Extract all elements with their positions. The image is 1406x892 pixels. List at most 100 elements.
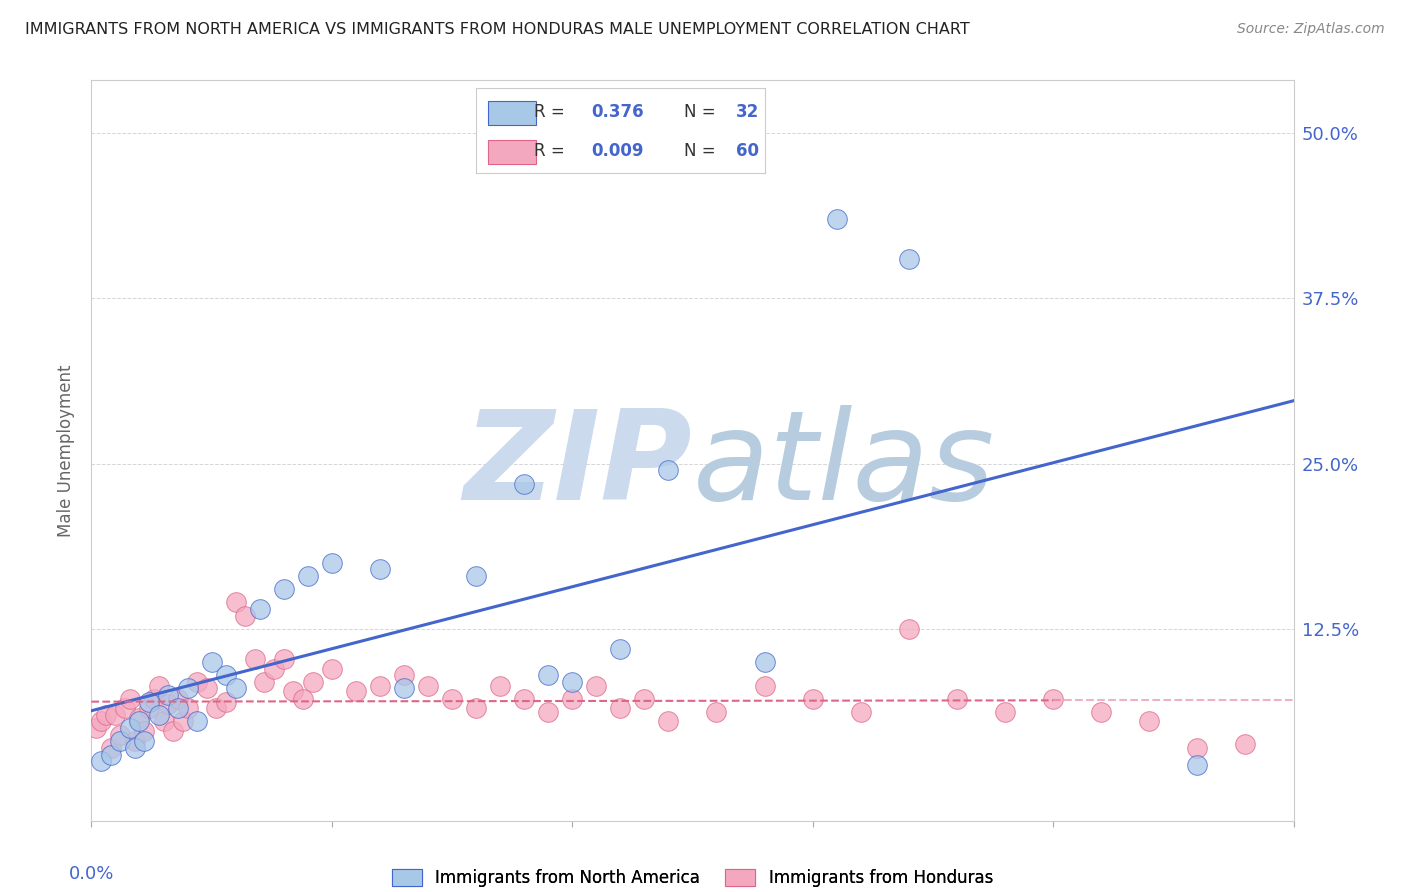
- Point: [609, 641, 631, 656]
- Point: [215, 695, 238, 709]
- Point: [1137, 714, 1160, 729]
- Point: [263, 662, 285, 676]
- Point: [897, 622, 920, 636]
- Point: [148, 679, 170, 693]
- Point: [994, 705, 1017, 719]
- Point: [513, 476, 536, 491]
- Point: [1234, 737, 1257, 751]
- Point: [392, 681, 415, 696]
- Point: [283, 684, 305, 698]
- Point: [754, 679, 776, 693]
- Point: [128, 710, 150, 724]
- Point: [561, 674, 583, 689]
- Point: [849, 705, 872, 719]
- Point: [1187, 740, 1209, 755]
- Point: [104, 707, 127, 722]
- Point: [440, 692, 463, 706]
- Point: [609, 701, 631, 715]
- Point: [84, 721, 107, 735]
- Point: [205, 701, 228, 715]
- Point: [225, 681, 247, 696]
- Point: [148, 707, 170, 722]
- Point: [124, 740, 146, 755]
- Point: [465, 569, 488, 583]
- Point: [754, 655, 776, 669]
- Point: [489, 679, 512, 693]
- Point: [124, 734, 146, 748]
- Point: [706, 705, 728, 719]
- Point: [176, 701, 198, 715]
- Text: Source: ZipAtlas.com: Source: ZipAtlas.com: [1237, 22, 1385, 37]
- Point: [134, 723, 156, 738]
- Point: [249, 602, 271, 616]
- Text: 0.009: 0.009: [592, 142, 644, 160]
- Point: [110, 734, 132, 748]
- Point: [368, 562, 391, 576]
- Point: [138, 695, 160, 709]
- Point: [157, 698, 180, 712]
- Point: [321, 556, 343, 570]
- Point: [176, 681, 198, 696]
- Text: 32: 32: [735, 103, 759, 120]
- Point: [172, 714, 194, 729]
- Y-axis label: Male Unemployment: Male Unemployment: [58, 364, 76, 537]
- Point: [513, 692, 536, 706]
- Point: [297, 569, 319, 583]
- Point: [152, 714, 174, 729]
- Point: [167, 701, 190, 715]
- Point: [825, 212, 848, 227]
- Text: 0.0%: 0.0%: [69, 865, 114, 883]
- Point: [90, 754, 112, 768]
- Point: [186, 714, 208, 729]
- Point: [100, 740, 122, 755]
- Point: [201, 655, 224, 669]
- Point: [946, 692, 969, 706]
- Point: [392, 668, 415, 682]
- Point: [537, 705, 560, 719]
- Point: [291, 692, 314, 706]
- Text: N =: N =: [683, 103, 721, 120]
- Point: [344, 684, 367, 698]
- Point: [215, 668, 238, 682]
- Point: [1090, 705, 1112, 719]
- Point: [897, 252, 920, 266]
- Point: [110, 728, 132, 742]
- Point: [90, 714, 112, 729]
- Text: 60: 60: [735, 142, 759, 160]
- Point: [138, 701, 160, 715]
- Point: [301, 674, 323, 689]
- Point: [273, 582, 295, 597]
- Point: [233, 608, 256, 623]
- Point: [657, 714, 679, 729]
- Point: [561, 692, 583, 706]
- Text: ZIP: ZIP: [464, 405, 692, 525]
- Text: N =: N =: [683, 142, 721, 160]
- Bar: [488, 102, 536, 125]
- Text: 0.376: 0.376: [592, 103, 644, 120]
- Point: [94, 707, 117, 722]
- Point: [657, 463, 679, 477]
- Point: [416, 679, 439, 693]
- Point: [142, 692, 165, 706]
- Point: [243, 652, 266, 666]
- Text: R =: R =: [534, 142, 569, 160]
- Point: [585, 679, 607, 693]
- Point: [195, 681, 218, 696]
- Point: [100, 747, 122, 762]
- Point: [368, 679, 391, 693]
- Point: [157, 688, 180, 702]
- Point: [1042, 692, 1064, 706]
- Text: atlas: atlas: [692, 405, 994, 525]
- Point: [225, 595, 247, 609]
- Point: [162, 723, 184, 738]
- Point: [128, 714, 150, 729]
- Point: [118, 721, 141, 735]
- Point: [537, 668, 560, 682]
- Point: [273, 652, 295, 666]
- Point: [633, 692, 655, 706]
- Point: [321, 662, 343, 676]
- Point: [1187, 758, 1209, 772]
- Point: [114, 701, 136, 715]
- Text: IMMIGRANTS FROM NORTH AMERICA VS IMMIGRANTS FROM HONDURAS MALE UNEMPLOYMENT CORR: IMMIGRANTS FROM NORTH AMERICA VS IMMIGRA…: [25, 22, 970, 37]
- Point: [134, 734, 156, 748]
